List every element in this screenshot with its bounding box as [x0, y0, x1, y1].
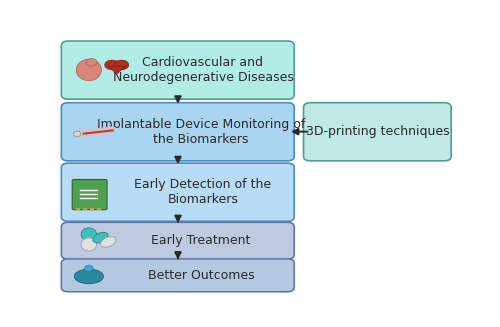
Text: Better Outcomes: Better Outcomes [148, 269, 254, 282]
Text: Early Detection of the
Biomarkers: Early Detection of the Biomarkers [134, 178, 272, 206]
FancyBboxPatch shape [62, 103, 294, 161]
Ellipse shape [81, 228, 96, 241]
Ellipse shape [100, 237, 116, 247]
Text: Cardiovascular and
Neurodegenerative Diseases: Cardiovascular and Neurodegenerative Dis… [112, 56, 294, 84]
Ellipse shape [114, 60, 129, 70]
Bar [98, 208, 101, 211]
FancyBboxPatch shape [62, 259, 294, 292]
Polygon shape [108, 66, 126, 74]
FancyBboxPatch shape [304, 103, 451, 161]
Ellipse shape [86, 59, 97, 66]
Ellipse shape [84, 265, 93, 271]
FancyBboxPatch shape [62, 41, 294, 99]
Bar [90, 208, 94, 211]
Polygon shape [86, 264, 91, 267]
Ellipse shape [74, 131, 80, 137]
Bar [76, 208, 80, 211]
Text: Implantable Device Monitoring of
the Biomarkers: Implantable Device Monitoring of the Bio… [97, 118, 305, 146]
FancyBboxPatch shape [72, 180, 107, 210]
Ellipse shape [104, 60, 120, 70]
FancyBboxPatch shape [62, 163, 294, 221]
Text: Early Treatment: Early Treatment [152, 234, 250, 247]
Ellipse shape [93, 232, 108, 243]
Bar [84, 208, 87, 211]
Ellipse shape [74, 269, 104, 284]
Ellipse shape [76, 59, 102, 81]
Text: 3D-printing techniques: 3D-printing techniques [306, 125, 449, 138]
Ellipse shape [81, 238, 96, 251]
FancyBboxPatch shape [62, 222, 294, 259]
